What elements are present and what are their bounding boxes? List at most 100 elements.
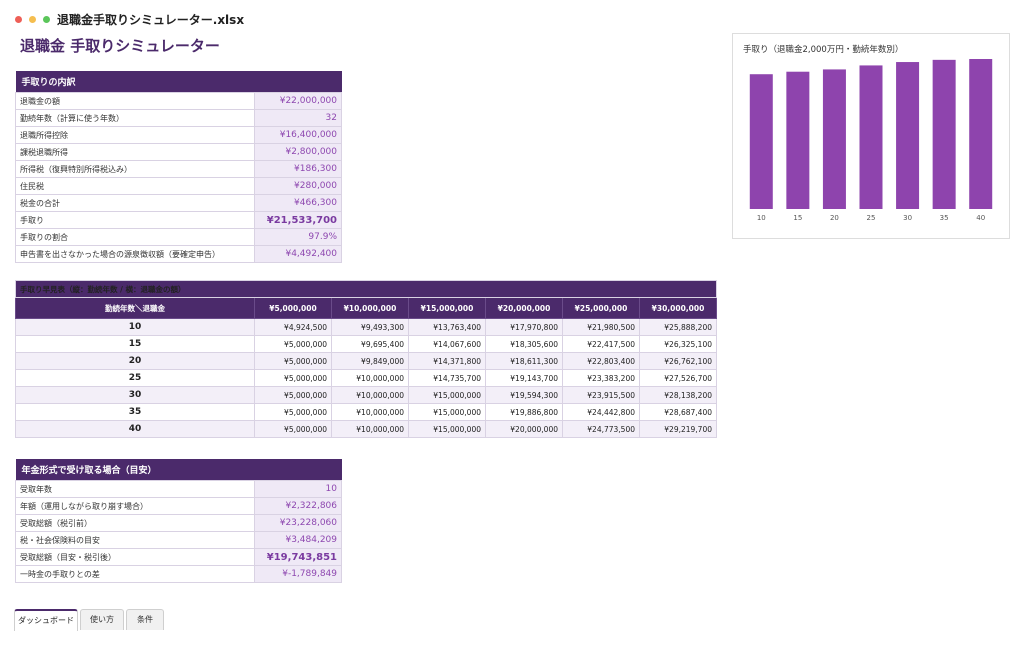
row-header-years[interactable]: 25 [15, 369, 255, 387]
pension-label[interactable]: 受取年数 [15, 480, 255, 498]
table-cell[interactable]: ¥26,325,100 [639, 335, 717, 353]
table-cell[interactable]: ¥19,886,800 [485, 403, 563, 421]
table-cell[interactable]: ¥21,980,500 [562, 318, 640, 336]
table-cell[interactable]: ¥10,000,000 [331, 386, 409, 404]
table-cell[interactable]: ¥25,888,200 [639, 318, 717, 336]
maximize-window-button[interactable] [43, 16, 50, 23]
tab-usage[interactable]: 使い方 [80, 609, 124, 630]
table-cell[interactable]: ¥28,138,200 [639, 386, 717, 404]
table-cell[interactable]: ¥13,763,400 [408, 318, 486, 336]
row-header-years[interactable]: 35 [15, 403, 255, 421]
table-cell[interactable]: ¥14,371,800 [408, 352, 486, 370]
breakdown-label[interactable]: 手取りの割合 [15, 228, 255, 246]
pension-value[interactable]: 10 [254, 480, 342, 498]
table-cell[interactable]: ¥10,000,000 [331, 403, 409, 421]
table-cell[interactable]: ¥24,442,800 [562, 403, 640, 421]
breakdown-value[interactable]: 97.9% [254, 228, 342, 246]
row-header-years[interactable]: 30 [15, 386, 255, 404]
table-cell[interactable]: ¥23,383,200 [562, 369, 640, 387]
column-header[interactable]: ¥15,000,000 [408, 297, 486, 319]
row-header-years[interactable]: 15 [15, 335, 255, 353]
table-cell[interactable]: ¥15,000,000 [408, 403, 486, 421]
table-cell[interactable]: ¥5,000,000 [254, 420, 332, 438]
chart-bar[interactable] [969, 59, 993, 209]
breakdown-label[interactable]: 申告書を出さなかった場合の源泉徴収額（要確定申告） [15, 245, 255, 263]
column-header[interactable]: ¥30,000,000 [639, 297, 717, 319]
pension-label[interactable]: 受取総額（目安・税引後） [15, 548, 255, 566]
pension-value[interactable]: ¥2,322,806 [254, 497, 342, 515]
table-cell[interactable]: ¥18,611,300 [485, 352, 563, 370]
takehome-chart[interactable]: 手取り（退職金2,000万円・勤続年数別） 10 15 20 25 30 35 40 [732, 33, 1010, 239]
tab-conditions[interactable]: 条件 [126, 609, 164, 630]
breakdown-value[interactable]: ¥280,000 [254, 177, 342, 195]
breakdown-label[interactable]: 退職所得控除 [15, 126, 255, 144]
table-cell[interactable]: ¥23,915,500 [562, 386, 640, 404]
table-cell[interactable]: ¥14,067,600 [408, 335, 486, 353]
table-cell[interactable]: ¥24,773,500 [562, 420, 640, 438]
table-cell[interactable]: ¥27,526,700 [639, 369, 717, 387]
breakdown-label[interactable]: 課税退職所得 [15, 143, 255, 161]
chart-bar[interactable] [786, 71, 810, 209]
row-header-years[interactable]: 10 [15, 318, 255, 336]
pension-label[interactable]: 年額（運用しながら取り崩す場合） [15, 497, 255, 515]
breakdown-value[interactable]: ¥21,533,700 [254, 211, 342, 229]
table-cell[interactable]: ¥5,000,000 [254, 352, 332, 370]
table-cell[interactable]: ¥18,305,600 [485, 335, 563, 353]
breakdown-label[interactable]: 退職金の額 [15, 92, 255, 110]
breakdown-value[interactable]: ¥16,400,000 [254, 126, 342, 144]
row-header-years[interactable]: 40 [15, 420, 255, 438]
chart-bar[interactable] [896, 62, 920, 209]
breakdown-label[interactable]: 手取り [15, 211, 255, 229]
chart-bar[interactable] [932, 59, 956, 209]
breakdown-label[interactable]: 税金の合計 [15, 194, 255, 212]
table-cell[interactable]: ¥19,594,300 [485, 386, 563, 404]
breakdown-label[interactable]: 所得税（復興特別所得税込み） [15, 160, 255, 178]
table-cell[interactable]: ¥29,219,700 [639, 420, 717, 438]
table-cell[interactable]: ¥9,493,300 [331, 318, 409, 336]
close-window-button[interactable] [15, 16, 22, 23]
chart-bar[interactable] [859, 65, 883, 210]
pension-label[interactable]: 税・社会保険料の目安 [15, 531, 255, 549]
table-cell[interactable]: ¥15,000,000 [408, 420, 486, 438]
pension-value[interactable]: ¥-1,789,849 [254, 565, 342, 583]
column-header[interactable]: ¥10,000,000 [331, 297, 409, 319]
table-cell[interactable]: ¥17,970,800 [485, 318, 563, 336]
table-cell[interactable]: ¥15,000,000 [408, 386, 486, 404]
table-cell[interactable]: ¥4,924,500 [254, 318, 332, 336]
row-header-years[interactable]: 20 [15, 352, 255, 370]
table-cell[interactable]: ¥9,695,400 [331, 335, 409, 353]
pension-value[interactable]: ¥3,484,209 [254, 531, 342, 549]
table-cell[interactable]: ¥19,143,700 [485, 369, 563, 387]
table-cell[interactable]: ¥5,000,000 [254, 369, 332, 387]
column-header[interactable]: ¥5,000,000 [254, 297, 332, 319]
breakdown-label[interactable]: 住民税 [15, 177, 255, 195]
table-cell[interactable]: ¥5,000,000 [254, 386, 332, 404]
breakdown-label[interactable]: 勤続年数（計算に使う年数） [15, 109, 255, 127]
table-cell[interactable]: ¥26,762,100 [639, 352, 717, 370]
chart-bar[interactable] [749, 74, 773, 210]
pension-value[interactable]: ¥23,228,060 [254, 514, 342, 532]
breakdown-value[interactable]: ¥466,300 [254, 194, 342, 212]
breakdown-value[interactable]: ¥4,492,400 [254, 245, 342, 263]
column-header[interactable]: ¥25,000,000 [562, 297, 640, 319]
table-cell[interactable]: ¥20,000,000 [485, 420, 563, 438]
table-cell[interactable]: ¥10,000,000 [331, 420, 409, 438]
table-cell[interactable]: ¥5,000,000 [254, 403, 332, 421]
table-cell[interactable]: ¥14,735,700 [408, 369, 486, 387]
breakdown-value[interactable]: 32 [254, 109, 342, 127]
breakdown-value[interactable]: ¥2,800,000 [254, 143, 342, 161]
table-cell[interactable]: ¥22,417,500 [562, 335, 640, 353]
table-cell[interactable]: ¥9,849,000 [331, 352, 409, 370]
minimize-window-button[interactable] [29, 16, 36, 23]
chart-bar[interactable] [822, 69, 846, 209]
breakdown-value[interactable]: ¥22,000,000 [254, 92, 342, 110]
pension-label[interactable]: 受取総額（税引前） [15, 514, 255, 532]
table-cell[interactable]: ¥5,000,000 [254, 335, 332, 353]
table-cell[interactable]: ¥22,803,400 [562, 352, 640, 370]
pension-label[interactable]: 一時金の手取りとの差 [15, 565, 255, 583]
breakdown-value[interactable]: ¥186,300 [254, 160, 342, 178]
pension-value[interactable]: ¥19,743,851 [254, 548, 342, 566]
column-header[interactable]: ¥20,000,000 [485, 297, 563, 319]
table-cell[interactable]: ¥10,000,000 [331, 369, 409, 387]
table-cell[interactable]: ¥28,687,400 [639, 403, 717, 421]
